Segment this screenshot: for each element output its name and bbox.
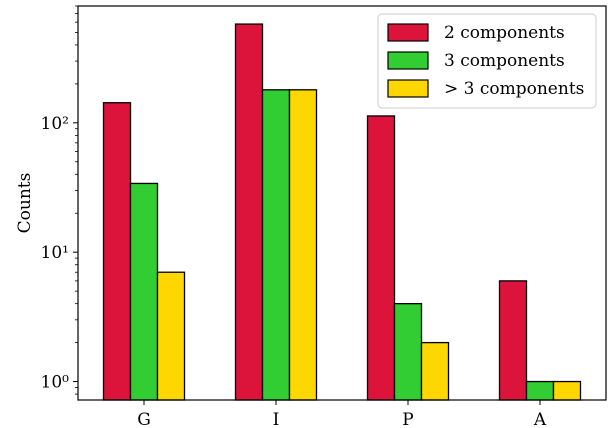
legend-label: > 3 components xyxy=(444,79,584,99)
legend-swatch xyxy=(387,23,429,42)
x-tick-label: I xyxy=(273,410,280,428)
bar-I-3-components xyxy=(261,89,291,401)
bar-I-2-components xyxy=(234,23,264,401)
bar-P--3-components xyxy=(420,341,450,401)
bar-G--3-components xyxy=(156,271,186,401)
bars-group xyxy=(102,23,582,401)
x-tick-label: G xyxy=(137,410,151,428)
y-axis-ticks: 10⁰ 10¹ 10² xyxy=(41,5,78,395)
bar-G-3-components xyxy=(129,182,159,401)
legend: 2 components 3 components > 3 components xyxy=(377,13,597,109)
bar-A--3-components xyxy=(552,380,582,401)
x-tick-label: P xyxy=(402,410,413,428)
bar-A-2-components xyxy=(498,280,528,401)
bar-G-2-components xyxy=(102,102,132,401)
y-tick-label: 10⁰ xyxy=(41,373,70,393)
bar-P-3-components xyxy=(393,303,423,401)
y-tick-label: 10¹ xyxy=(41,243,69,263)
y-tick-label: 10² xyxy=(41,114,69,134)
legend-label: 3 components xyxy=(444,51,565,71)
plot-frame xyxy=(77,5,607,401)
x-tick-label: A xyxy=(533,410,547,428)
legend-label: 2 components xyxy=(444,23,565,43)
bar-P-2-components xyxy=(366,115,396,401)
y-axis-label: Counts xyxy=(15,173,35,234)
bar-A-3-components xyxy=(525,380,555,401)
legend-swatch xyxy=(387,79,429,98)
legend-swatch xyxy=(387,51,429,70)
bar-I--3-components xyxy=(288,89,318,401)
legend-box xyxy=(377,13,597,109)
